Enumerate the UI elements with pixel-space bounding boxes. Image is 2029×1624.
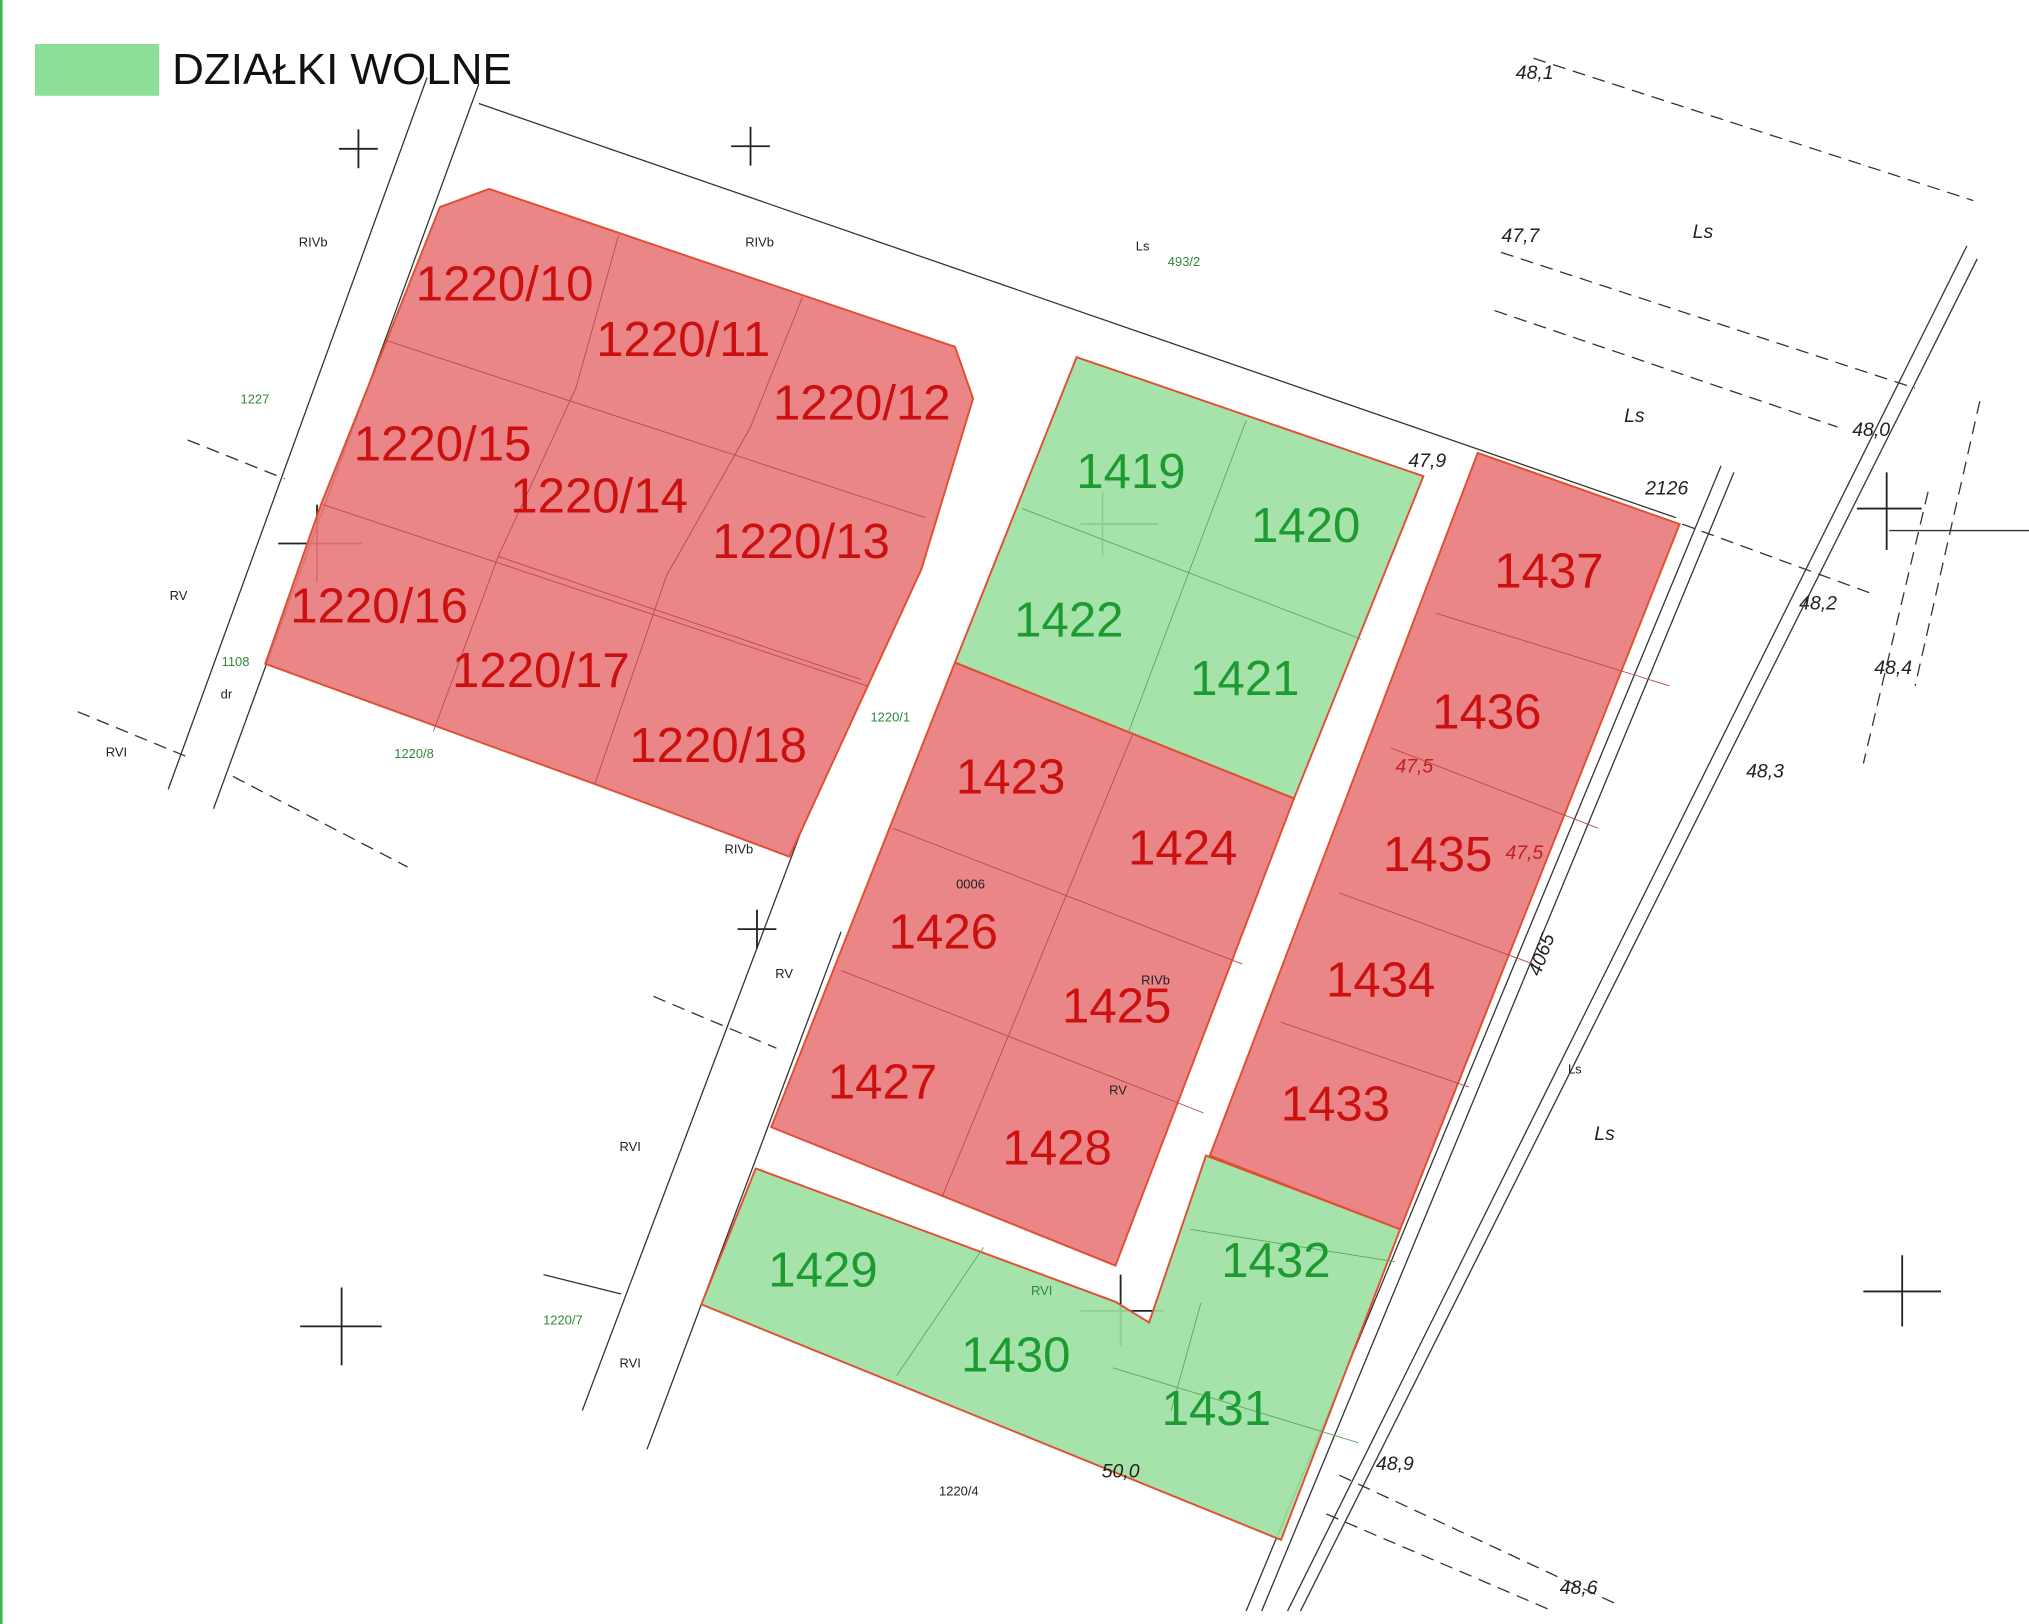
parcel-label: 1424: [1128, 820, 1237, 875]
parcel-label: 1220/15: [354, 417, 532, 472]
map-label: 48,6: [1560, 1577, 1598, 1599]
map-label: RV: [1109, 1082, 1127, 1097]
parcel-block: [769, 661, 1296, 1267]
parcel-label: 1431: [1162, 1381, 1271, 1436]
map-label: 48,4: [1874, 657, 1912, 679]
map-label: 47,7: [1502, 225, 1541, 247]
map-label: 1108: [222, 654, 250, 669]
parcel-label: 1435: [1383, 827, 1492, 882]
map-label: RIVb: [1141, 972, 1170, 987]
map-label: 1220/8: [394, 746, 434, 761]
parcel-label: 1436: [1432, 685, 1541, 740]
map-label: 50,0: [1102, 1461, 1140, 1483]
parcel-label: 1419: [1076, 444, 1185, 499]
map-label: 48,2: [1799, 592, 1837, 614]
map-label: 1220/4: [939, 1483, 979, 1498]
map-label: RVI: [620, 1139, 641, 1154]
parcel-block: [264, 187, 975, 858]
map-label: 47,5: [1395, 755, 1433, 777]
parcel-divisions: [323, 235, 1670, 1444]
map-label: Ls: [1594, 1123, 1615, 1145]
map-label: RIVb: [299, 235, 328, 250]
map-label: Ls: [1136, 239, 1150, 254]
map-label: Ls: [1568, 1062, 1582, 1077]
parcel-label: 1428: [1003, 1121, 1112, 1176]
map-label: RV: [775, 966, 793, 981]
parcel-label: 1432: [1221, 1233, 1330, 1288]
map-label: dr: [221, 686, 233, 701]
map-label: 1220/7: [543, 1313, 583, 1328]
map-label: 47,9: [1408, 450, 1446, 472]
parcel-label: 1427: [828, 1055, 937, 1110]
parcel-layer: [264, 187, 1681, 1542]
parcel-label: 1220/17: [452, 643, 630, 698]
map-label: 493/2: [1168, 254, 1200, 269]
map-label: 4065: [1524, 930, 1560, 978]
parcel-label: 1220/18: [629, 718, 807, 773]
map-label: RVI: [620, 1355, 641, 1370]
legend-swatch: [34, 43, 160, 96]
frame-edge: [0, 0, 3, 1624]
map-label: 0006: [956, 877, 985, 892]
parcel-label: 1423: [956, 749, 1065, 804]
parcel-label: 1220/16: [290, 578, 468, 633]
map-label: RV: [170, 588, 188, 603]
map-label: 2126: [1644, 477, 1688, 499]
map-label: 48,1: [1516, 62, 1554, 84]
map-label: Ls: [1624, 405, 1645, 427]
parcel-block: [700, 1154, 1402, 1542]
map-label: Ls: [1693, 221, 1714, 243]
map-label: 48,3: [1746, 761, 1784, 783]
legend: DZIAŁKI WOLNE: [34, 43, 512, 96]
map-label: RVI: [106, 745, 127, 760]
parcel-label: 1434: [1326, 952, 1435, 1007]
map-label: 48,9: [1376, 1453, 1414, 1475]
parcel-label: 1420: [1251, 498, 1360, 553]
map-label: 1227: [241, 391, 270, 406]
parcel-label: 1220/10: [416, 256, 594, 311]
parcel-label: 1220/12: [773, 375, 951, 430]
map-label: RIVb: [745, 235, 774, 250]
parcel-label: 1220/11: [596, 312, 770, 367]
parcel-label: 1422: [1014, 593, 1123, 648]
map-label: RVI: [1031, 1283, 1052, 1298]
parcel-label: 1421: [1190, 651, 1299, 706]
map-label: 48,0: [1852, 419, 1890, 441]
map-label: 1220/1: [870, 710, 910, 725]
parcel-label: 1430: [961, 1328, 1070, 1383]
map-label: RIVb: [724, 842, 753, 857]
parcel-label: 1437: [1494, 544, 1603, 599]
parcel-label: 1220/14: [510, 468, 688, 523]
map-label: 47,5: [1505, 842, 1543, 864]
parcel-label: 1426: [889, 905, 998, 960]
parcel-label: 1433: [1281, 1077, 1390, 1132]
parcel-label: 1425: [1062, 978, 1171, 1033]
parcel-label: 1220/13: [712, 514, 890, 569]
legend-label: DZIAŁKI WOLNE: [172, 45, 512, 94]
parcel-label: 1429: [768, 1242, 877, 1297]
